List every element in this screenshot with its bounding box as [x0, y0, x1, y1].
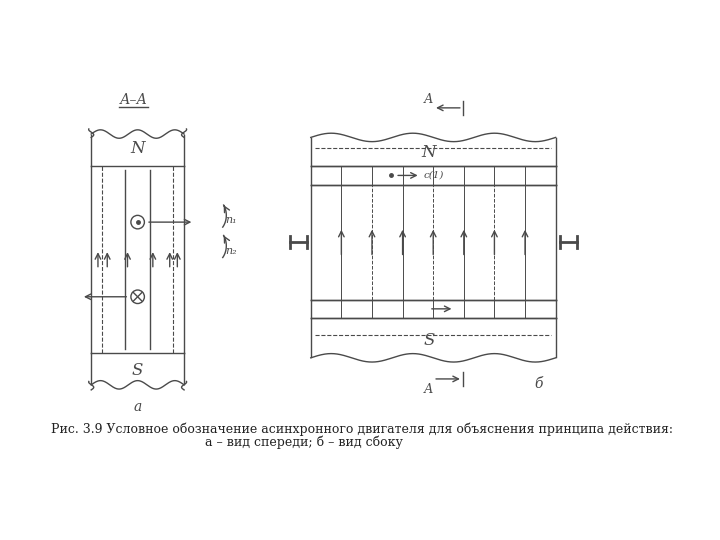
Text: а – вид спереди; б – вид сбоку: а – вид спереди; б – вид сбоку: [205, 436, 403, 449]
Text: Рис. 3.9 Условное обозначение асинхронного двигателя для объяснения принципа дей: Рис. 3.9 Условное обозначение асинхронно…: [50, 422, 672, 435]
Circle shape: [131, 290, 145, 303]
Text: А–А: А–А: [120, 93, 148, 107]
Text: А: А: [424, 382, 433, 396]
Text: n₂: n₂: [225, 246, 237, 256]
Text: n₁: n₁: [225, 215, 237, 225]
Text: S: S: [132, 362, 143, 379]
Text: S: S: [423, 333, 435, 349]
Text: N: N: [130, 140, 145, 157]
Text: б: б: [534, 377, 543, 391]
Text: А: А: [424, 93, 433, 106]
Circle shape: [131, 215, 145, 229]
Text: c(1): c(1): [423, 171, 444, 180]
Text: N: N: [422, 144, 436, 161]
Text: а: а: [133, 400, 142, 414]
